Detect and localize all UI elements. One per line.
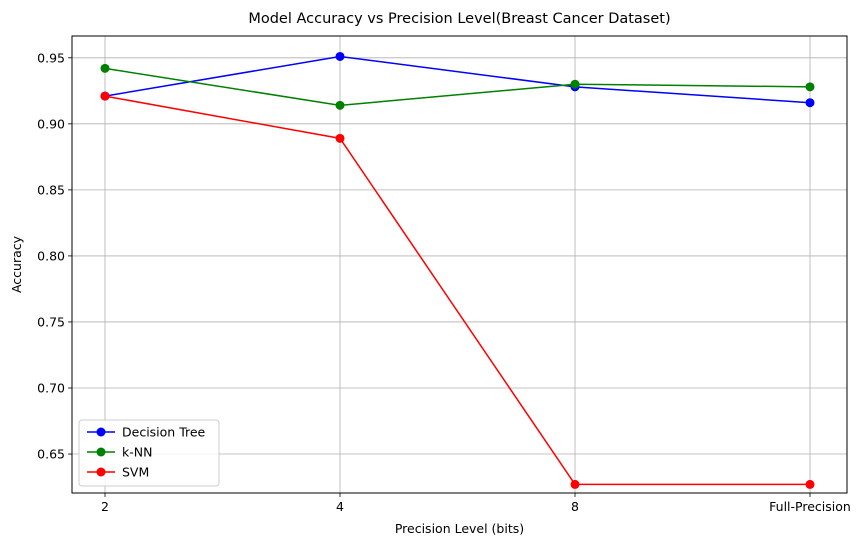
y-tick-label: 0.80 bbox=[37, 248, 65, 263]
data-point bbox=[100, 63, 110, 73]
legend-swatch-marker bbox=[96, 447, 106, 457]
data-point bbox=[100, 91, 110, 101]
legend-entry-label: k-NN bbox=[122, 445, 152, 460]
legend: Decision Tree k-NN SVM bbox=[78, 419, 220, 487]
y-tick-label: 0.75 bbox=[37, 314, 65, 329]
legend-swatch-marker bbox=[96, 467, 106, 477]
data-point bbox=[335, 100, 345, 110]
x-tick-label: 8 bbox=[571, 499, 579, 514]
legend-entry-label: SVM bbox=[122, 465, 149, 480]
data-point bbox=[570, 479, 580, 489]
data-point bbox=[805, 82, 815, 92]
data-point bbox=[805, 98, 815, 108]
data-point bbox=[570, 79, 580, 89]
plot-frame bbox=[71, 35, 848, 494]
grid bbox=[72, 36, 847, 493]
y-tick-label: 0.85 bbox=[37, 182, 65, 197]
legend-entry-label: Decision Tree bbox=[122, 425, 206, 440]
y-tick-label: 0.95 bbox=[37, 50, 65, 65]
series-line bbox=[104, 67, 811, 107]
y-tick-label: 0.90 bbox=[37, 116, 65, 131]
series-line bbox=[104, 55, 811, 104]
x-tick-label: Full-Precision bbox=[769, 499, 851, 514]
x-tick-label: 4 bbox=[336, 499, 344, 514]
y-axis-ticks: 0.65 0.70 0.75 0.80 0.85 0.90 0.95 bbox=[37, 50, 72, 462]
y-tick-label: 0.70 bbox=[37, 380, 65, 395]
series-line bbox=[104, 95, 810, 486]
series-group bbox=[100, 51, 815, 489]
x-axis-label: Precision Level (bits) bbox=[395, 521, 524, 536]
data-point bbox=[335, 133, 345, 143]
x-tick-label: 2 bbox=[101, 499, 109, 514]
x-axis-ticks: 2 4 8 Full-Precision bbox=[101, 493, 851, 514]
data-point bbox=[805, 479, 815, 489]
chart-title: Model Accuracy vs Precision Level(Breast… bbox=[248, 11, 670, 27]
data-point bbox=[335, 51, 345, 61]
y-axis-label: Accuracy bbox=[9, 235, 24, 293]
legend-swatch-marker bbox=[96, 427, 106, 437]
legend-box bbox=[78, 419, 220, 487]
y-tick-label: 0.65 bbox=[37, 447, 65, 462]
